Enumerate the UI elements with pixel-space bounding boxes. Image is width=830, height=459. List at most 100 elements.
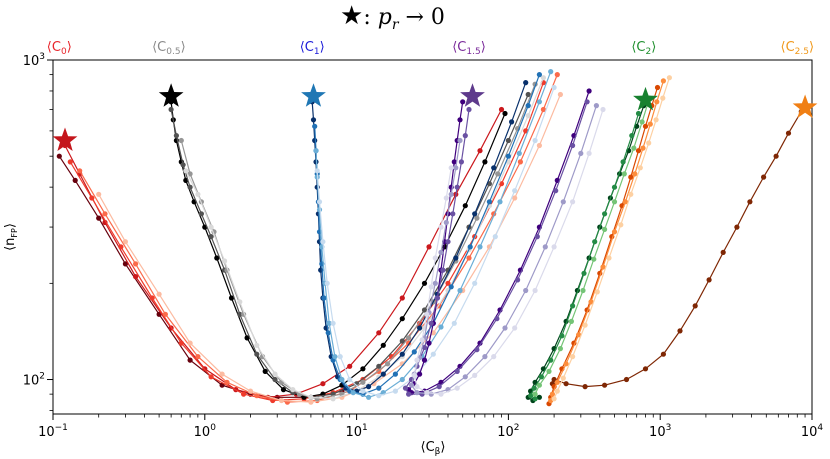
series-line-12 (316, 87, 555, 397)
series-15-point-17 (523, 287, 529, 294)
series-19-point-5 (602, 226, 608, 232)
series-8 (183, 75, 547, 402)
series-14-point-23 (584, 99, 590, 105)
series-18-point-7 (570, 303, 576, 309)
series-16-point-1 (443, 195, 449, 201)
series-13-point-0 (460, 99, 466, 105)
series-18-point-3 (611, 184, 618, 190)
series-15-point-15 (482, 354, 488, 360)
top-label-5: ⟨C2.5⟩ (781, 40, 815, 57)
series-12-point-4 (330, 320, 336, 326)
series-9-point-1 (310, 117, 317, 123)
series-18-point-6 (581, 270, 587, 276)
series-16-point-10 (424, 390, 430, 396)
series-5-point-18 (421, 280, 428, 286)
series-0-point-0 (56, 153, 62, 159)
series-16-point-6 (419, 337, 425, 343)
series-9-point-21 (491, 165, 497, 171)
series-22-point-6 (611, 229, 618, 235)
series-2-point-3 (149, 295, 155, 301)
series-12 (314, 84, 557, 399)
series-2-point-0 (67, 159, 73, 165)
series-13-point-25 (586, 88, 592, 94)
series-19-point-1 (639, 119, 645, 125)
series-20-point-6 (720, 249, 726, 255)
series-6-point-1 (173, 133, 179, 139)
series-7-point-12 (385, 361, 391, 367)
series-11-point-16 (497, 199, 503, 205)
series-14-point-3 (454, 184, 460, 190)
series-11-point-14 (457, 287, 463, 294)
series-9-point-16 (399, 351, 405, 357)
series-16-point-15 (512, 325, 518, 331)
series-13-point-11 (421, 357, 428, 363)
series-22-point-12 (549, 391, 556, 397)
series-22 (548, 78, 667, 404)
series-14-point-13 (406, 391, 412, 397)
series-7-point-17 (495, 171, 501, 177)
x-tick-label-1: 100 (194, 423, 217, 440)
series-12-point-8 (376, 393, 382, 399)
series-15-point-5 (432, 280, 438, 286)
series-20-point-5 (734, 224, 740, 230)
series-16-point-16 (532, 287, 538, 294)
series-16-point-9 (414, 384, 420, 390)
star-marker-4 (633, 86, 658, 111)
series-line-22 (550, 80, 664, 401)
series-13-point-12 (417, 371, 423, 377)
plot-frame (52, 59, 813, 415)
series-8-point-9 (330, 396, 336, 402)
y-axis-label: ⟨nFP⟩ (3, 223, 19, 251)
series-4-point-4 (219, 371, 225, 377)
series-line-7 (180, 83, 536, 400)
series-14-point-8 (428, 320, 434, 326)
series-12-point-14 (492, 234, 498, 240)
series-9-point-15 (380, 371, 386, 377)
series-14-point-1 (462, 133, 468, 139)
series-3-point-5 (224, 379, 230, 385)
series-20-point-11 (642, 366, 649, 372)
x-tick-label-5: 104 (801, 423, 824, 440)
series-6-point-20 (505, 137, 511, 144)
series-20-point-10 (660, 351, 667, 357)
series-4-point-1 (122, 239, 128, 245)
series-5-point-10 (262, 368, 268, 374)
series-6-point-9 (272, 376, 278, 383)
series-line-18 (529, 113, 640, 400)
series-11-point-17 (516, 150, 522, 156)
series-18-point-0 (635, 110, 642, 117)
series-5-point-8 (228, 295, 235, 301)
series-12-point-2 (320, 239, 326, 245)
series-20-point-14 (582, 384, 588, 390)
series-13-point-1 (457, 117, 463, 123)
series-19-point-8 (568, 318, 575, 324)
series-19-point-4 (611, 199, 618, 205)
series-16-point-0 (448, 165, 454, 171)
series-13-point-3 (451, 159, 457, 165)
top-label-2: ⟨C1⟩ (300, 40, 325, 57)
series-18-point-5 (592, 239, 598, 245)
series-2-point-4 (178, 340, 184, 346)
series-18-point-12 (528, 393, 534, 399)
series-15-point-1 (453, 165, 459, 171)
series-8-point-3 (222, 258, 228, 264)
series-19-point-6 (591, 256, 597, 262)
series-16-point-8 (411, 372, 417, 378)
series-10-point-12 (376, 385, 382, 391)
series-15-point-10 (408, 382, 415, 388)
series-16-point-5 (424, 311, 430, 317)
stars (52, 83, 818, 151)
series-7 (178, 81, 538, 402)
series-22-point-4 (632, 171, 638, 177)
star-marker-5 (792, 94, 818, 118)
series-23-point-7 (606, 255, 612, 261)
series-22-point-9 (576, 332, 582, 338)
series-16-point-14 (491, 354, 497, 360)
series-16-point-20 (600, 106, 606, 113)
series-18-point-1 (629, 133, 635, 139)
series-1-point-12 (399, 295, 405, 301)
chart-title: ★: pr → 0 (340, 1, 445, 33)
series-10-point-20 (525, 103, 531, 109)
series-23-point-6 (618, 222, 624, 228)
series-6-point-15 (399, 338, 405, 344)
